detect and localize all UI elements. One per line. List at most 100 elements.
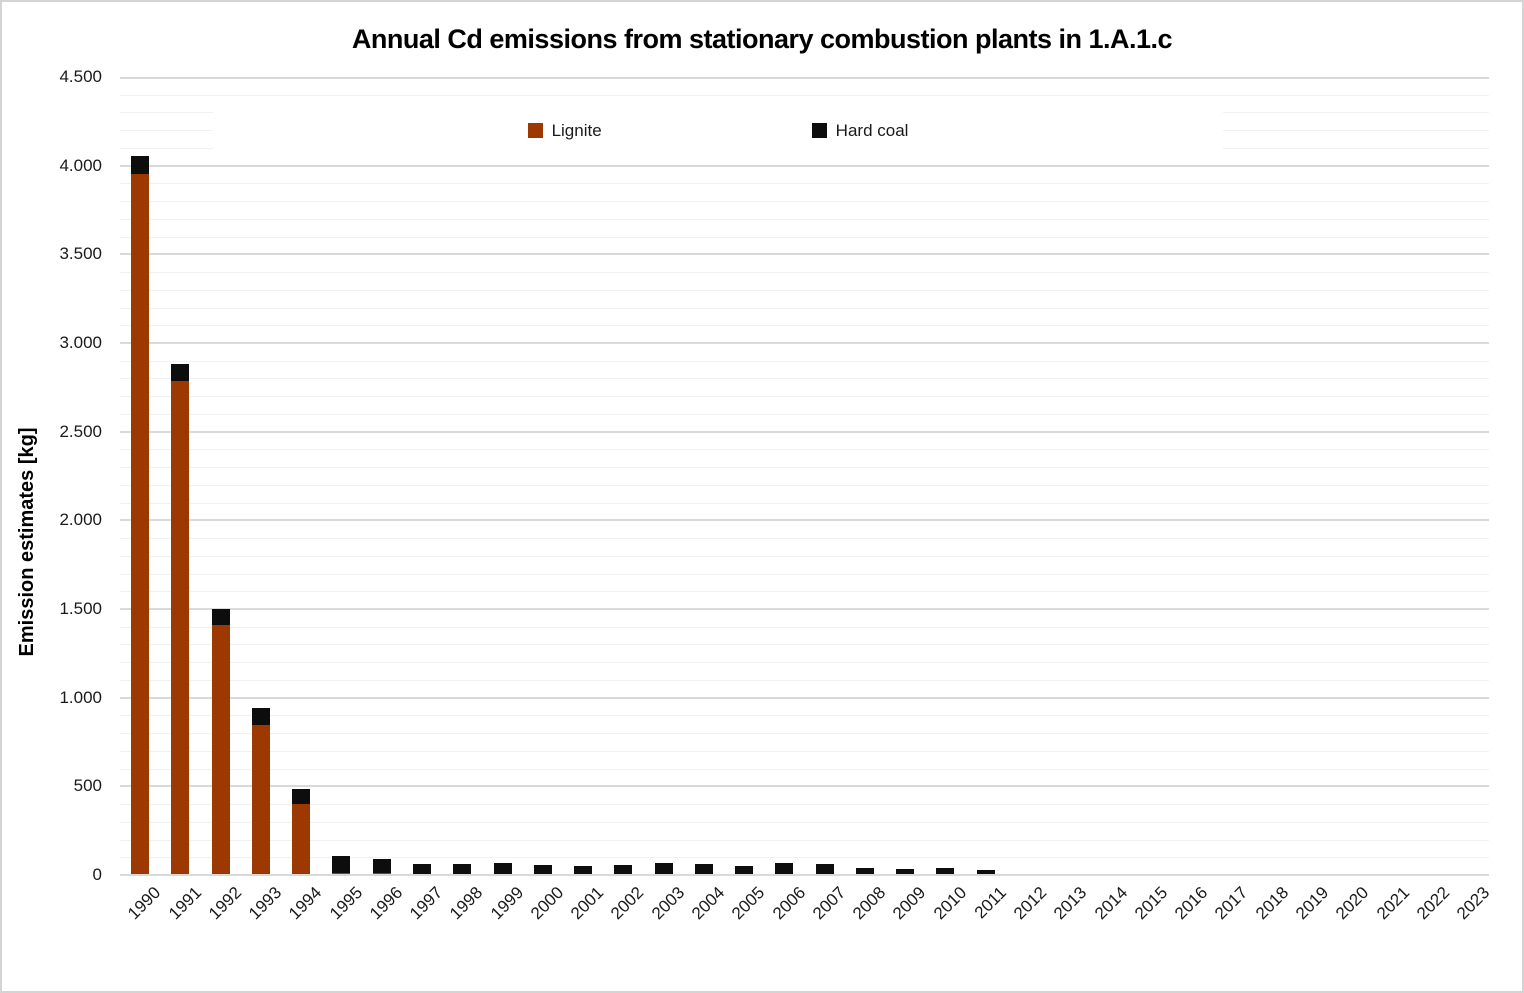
bar-1991-lignite bbox=[171, 381, 190, 875]
x-label-2022: 2022 bbox=[1412, 883, 1454, 924]
bar-1998-hard-coal bbox=[453, 864, 472, 875]
gridline-minor bbox=[120, 201, 1489, 203]
gridline-minor bbox=[120, 396, 1489, 398]
legend-item-hard-coal: Hard coal bbox=[811, 120, 909, 141]
bar-1993-hard-coal bbox=[251, 708, 270, 726]
gridline-major bbox=[120, 519, 1489, 522]
bar-1991-hard-coal bbox=[171, 364, 190, 382]
x-label-2007: 2007 bbox=[808, 883, 850, 924]
x-label-2013: 2013 bbox=[1050, 883, 1091, 924]
gridline-minor bbox=[120, 484, 1489, 486]
gridline-minor bbox=[120, 307, 1489, 309]
y-tick-label: 1.500 bbox=[59, 599, 102, 618]
gridline-major bbox=[120, 608, 1489, 610]
x-label-1990: 1990 bbox=[124, 883, 165, 924]
x-label-1999: 1999 bbox=[486, 883, 527, 924]
gridline-minor bbox=[120, 768, 1489, 770]
y-tick-label: 0 bbox=[92, 865, 102, 884]
bar-2010-hard-coal bbox=[936, 868, 955, 875]
lignite-swatch-icon bbox=[527, 123, 543, 138]
x-label-2005: 2005 bbox=[728, 883, 769, 924]
y-tick-label: 3.000 bbox=[59, 333, 102, 352]
y-axis-title: Emission estimates [kg] bbox=[16, 427, 38, 657]
legend-label-lignite: Lignite bbox=[551, 120, 602, 140]
gridline-minor bbox=[120, 289, 1489, 291]
gridline-minor bbox=[120, 94, 1489, 96]
gridline-minor bbox=[120, 378, 1489, 380]
bar-1993-lignite bbox=[251, 725, 270, 875]
gridline-minor bbox=[120, 644, 1489, 646]
gridline-minor bbox=[120, 821, 1489, 823]
gridline-major bbox=[120, 785, 1489, 788]
gridline-minor bbox=[120, 218, 1489, 220]
gridline-minor bbox=[120, 839, 1489, 841]
gridline-minor bbox=[120, 733, 1489, 735]
x-label-2021: 2021 bbox=[1372, 883, 1413, 924]
x-label-1992: 1992 bbox=[204, 883, 246, 924]
y-tick-label: 4.500 bbox=[59, 67, 102, 86]
plot-area bbox=[120, 77, 1489, 876]
gridline-major bbox=[120, 164, 1489, 167]
gridline-major bbox=[120, 342, 1489, 344]
legend-item-lignite: Lignite bbox=[527, 120, 602, 141]
bar-1994-hard-coal bbox=[292, 789, 311, 805]
bar-1992-lignite bbox=[211, 624, 230, 875]
gridline-minor bbox=[120, 236, 1489, 238]
gridline-minor bbox=[120, 183, 1489, 185]
gridline-minor bbox=[120, 662, 1489, 664]
gridline-minor bbox=[120, 502, 1489, 504]
x-label-2009: 2009 bbox=[889, 883, 930, 924]
gridline-minor bbox=[120, 626, 1489, 628]
gridline-minor bbox=[120, 804, 1489, 806]
gridline-minor bbox=[120, 360, 1489, 362]
gridline-minor bbox=[120, 538, 1489, 540]
gridline-minor bbox=[120, 272, 1489, 274]
gridline-minor bbox=[120, 750, 1489, 752]
x-label-2015: 2015 bbox=[1131, 883, 1172, 924]
gridline-major bbox=[120, 696, 1489, 699]
x-axis-line bbox=[120, 874, 1489, 876]
y-tick-label: 2.000 bbox=[59, 510, 102, 530]
bar-2003-hard-coal bbox=[654, 863, 673, 875]
bar-1995-lignite bbox=[332, 872, 351, 875]
gridline-minor bbox=[120, 679, 1489, 681]
gridline-major bbox=[120, 430, 1489, 433]
gridline-major bbox=[120, 253, 1489, 256]
x-label-1991: 1991 bbox=[164, 883, 205, 924]
x-label-1995: 1995 bbox=[325, 883, 366, 924]
x-label-2017: 2017 bbox=[1211, 883, 1252, 924]
hard-coal-swatch-icon bbox=[811, 123, 827, 138]
bar-2005-hard-coal bbox=[735, 865, 754, 875]
x-label-2000: 2000 bbox=[527, 883, 568, 924]
y-tick-label: 500 bbox=[73, 776, 102, 796]
gridline-minor bbox=[120, 591, 1489, 593]
bar-1990-lignite bbox=[131, 173, 150, 875]
bar-1990-hard-coal bbox=[131, 155, 150, 174]
y-tick-label: 4.000 bbox=[59, 155, 102, 175]
gridline-minor bbox=[120, 857, 1489, 859]
bar-2004-hard-coal bbox=[694, 864, 713, 875]
y-tick-label: 3.500 bbox=[59, 244, 102, 264]
gridline-minor bbox=[120, 715, 1489, 717]
bar-2001-hard-coal bbox=[574, 865, 593, 875]
x-label-1993: 1993 bbox=[245, 883, 286, 924]
gridline-minor bbox=[120, 413, 1489, 415]
bar-1992-hard-coal bbox=[211, 609, 230, 625]
gridline-minor bbox=[120, 467, 1489, 469]
gridline-minor bbox=[120, 555, 1489, 557]
x-label-2020: 2020 bbox=[1332, 883, 1373, 924]
x-label-2008: 2008 bbox=[849, 883, 890, 924]
x-label-1994: 1994 bbox=[285, 883, 326, 924]
bar-1995-hard-coal bbox=[332, 856, 351, 873]
x-label-2002: 2002 bbox=[607, 883, 648, 924]
y-tick-label: 1.000 bbox=[59, 687, 102, 707]
bar-2009-hard-coal bbox=[896, 869, 915, 875]
x-label-2018: 2018 bbox=[1251, 883, 1292, 924]
x-label-2001: 2001 bbox=[567, 883, 608, 924]
bar-2002-hard-coal bbox=[614, 865, 633, 875]
bar-2000-hard-coal bbox=[533, 864, 552, 875]
gridline-minor bbox=[120, 573, 1489, 575]
bar-1994-lignite bbox=[292, 804, 311, 875]
legend-label-hard-coal: Hard coal bbox=[835, 120, 909, 140]
